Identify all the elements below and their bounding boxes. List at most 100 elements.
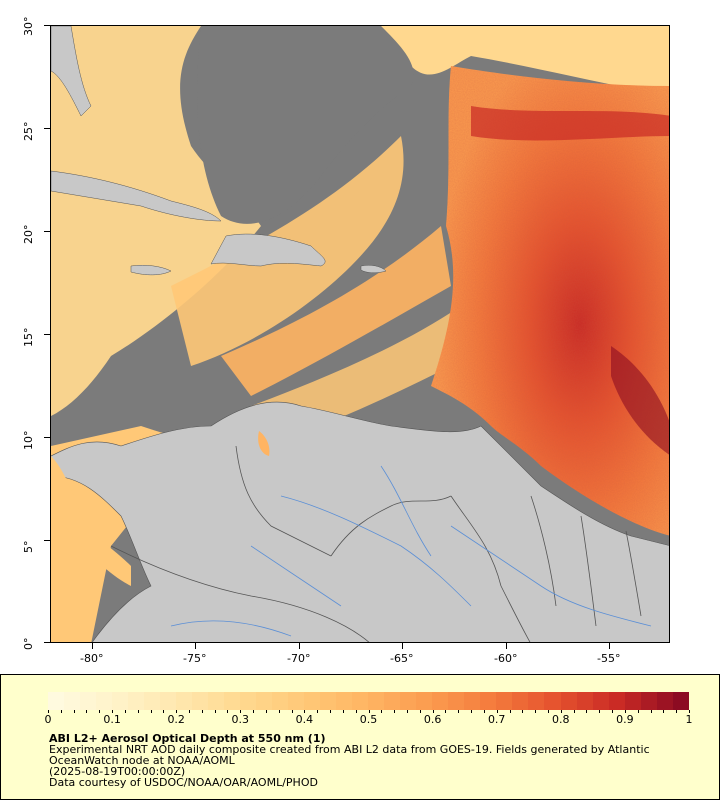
lon-tick	[195, 643, 196, 649]
colorbar-minor-tick	[509, 710, 511, 713]
colorbar-minor-tick	[394, 710, 396, 713]
colorbar-swatch	[64, 692, 81, 710]
colorbar-swatch	[48, 692, 65, 710]
colorbar-swatch	[416, 692, 433, 710]
land-florida	[51, 26, 92, 117]
lon-label: -65°	[390, 652, 414, 665]
colorbar-swatch	[640, 692, 657, 710]
lon-tick	[92, 643, 93, 649]
lat-tick	[44, 642, 50, 643]
lat-label: 25°	[22, 121, 35, 142]
colorbar-swatch	[128, 692, 145, 710]
colorbar-swatch	[176, 692, 193, 710]
colorbar-minor-tick	[189, 710, 191, 713]
colorbar-minor-tick	[522, 710, 524, 713]
map-canvas	[51, 26, 669, 642]
land-central-america	[51, 456, 131, 586]
colorbar-minor-tick	[381, 710, 383, 713]
colorbar-swatch	[544, 692, 561, 710]
colorbar-tick-label: 0.8	[552, 713, 570, 726]
aod-map	[50, 25, 670, 643]
colorbar-minor-tick	[355, 710, 357, 713]
colorbar-minor-tick	[240, 710, 242, 713]
colorbar-swatch	[560, 692, 577, 710]
caption-line: Data courtesy of USDOC/NOAA/OAR/AOML/PHO…	[49, 776, 318, 789]
colorbar-minor-tick	[599, 710, 601, 713]
colorbar-swatch	[624, 692, 641, 710]
colorbar-swatch	[224, 692, 241, 710]
colorbar-swatch	[400, 692, 417, 710]
lat-tick	[44, 128, 50, 129]
caption-line: (2025-08-19T00:00:00Z)	[49, 765, 186, 778]
lat-tick	[44, 25, 50, 26]
lat-label: 5°	[22, 540, 35, 554]
lake-maracaibo	[258, 431, 270, 456]
colorbar-minor-tick	[60, 710, 62, 713]
colorbar-minor-tick	[496, 710, 498, 713]
colorbar-swatch	[384, 692, 401, 710]
colorbar-minor-tick	[317, 710, 319, 713]
colorbar-minor-tick	[624, 710, 626, 713]
colorbar-minor-tick	[201, 710, 203, 713]
colorbar-tick-label: 0.3	[231, 713, 250, 726]
colorbar-minor-tick	[458, 710, 460, 713]
colorbar-minor-tick	[368, 710, 370, 713]
colorbar-minor-tick	[483, 710, 485, 713]
colorbar-minor-tick	[330, 710, 332, 713]
lat-tick	[44, 231, 50, 232]
colorbar-minor-tick	[253, 710, 255, 713]
lat-label: 30°	[22, 16, 35, 37]
land-cuba	[51, 170, 222, 222]
colorbar-swatch	[80, 692, 97, 710]
colorbar-tick-label: 0.5	[359, 713, 378, 726]
lon-label: -60°	[494, 652, 518, 665]
lon-tick	[609, 643, 610, 649]
colorbar-swatch	[432, 692, 449, 710]
colorbar-minor-tick	[586, 710, 588, 713]
colorbar-swatch	[464, 692, 481, 710]
colorbar-minor-tick	[406, 710, 408, 713]
land-hispaniola	[210, 233, 326, 267]
lat-label: 20°	[22, 224, 35, 245]
caption: ABI L2+ Aerosol Optical Depth at 550 nm …	[49, 733, 699, 788]
colorbar-swatch	[240, 692, 257, 710]
colorbar-minor-tick	[471, 710, 473, 713]
colorbar-swatch	[672, 692, 689, 710]
colorbar-swatch	[656, 692, 673, 710]
colorbar-minor-tick	[99, 710, 101, 713]
lat-label: 0°	[22, 637, 35, 651]
colorbar-minor-tick	[48, 710, 49, 713]
colorbar-swatch	[208, 692, 225, 710]
colorbar-swatch	[320, 692, 337, 710]
colorbar-tick-label: 0.7	[487, 713, 506, 726]
colorbar-minor-tick	[432, 710, 434, 713]
colorbar-minor-tick	[650, 710, 652, 713]
colorbar-swatch	[144, 692, 161, 710]
colorbar-tick-label: 0.2	[167, 713, 185, 726]
colorbar-minor-tick	[342, 710, 344, 713]
colorbar-minor-tick	[535, 710, 537, 713]
colorbar-swatch	[608, 692, 625, 710]
lon-label: -75°	[183, 652, 207, 665]
lon-tick	[506, 643, 507, 649]
colorbar-tick-label: 0.4	[295, 713, 314, 726]
colorbar-tick-label: 1	[685, 713, 693, 726]
colorbar-tick-label: 0.9	[616, 713, 634, 726]
aod-band-north	[381, 26, 669, 96]
lat-tick	[44, 437, 50, 438]
colorbar-minor-tick	[676, 710, 678, 713]
colorbar-swatch	[480, 692, 497, 710]
colorbar-minor-tick	[278, 710, 280, 713]
colorbar-swatch	[512, 692, 529, 710]
lat-label: 10°	[22, 430, 35, 451]
colorbar-minor-tick	[150, 710, 152, 713]
lat-tick	[44, 334, 50, 335]
colorbar-swatch	[304, 692, 321, 710]
colorbar-tick-label: 0.1	[103, 713, 121, 726]
colorbar-swatch	[192, 692, 209, 710]
colorbar-minor-tick	[124, 710, 126, 713]
colorbar-minor-tick	[445, 710, 447, 713]
land-jamaica	[130, 264, 172, 276]
colorbar-minor-tick	[573, 710, 575, 713]
colorbar-minor-tick	[163, 710, 165, 713]
